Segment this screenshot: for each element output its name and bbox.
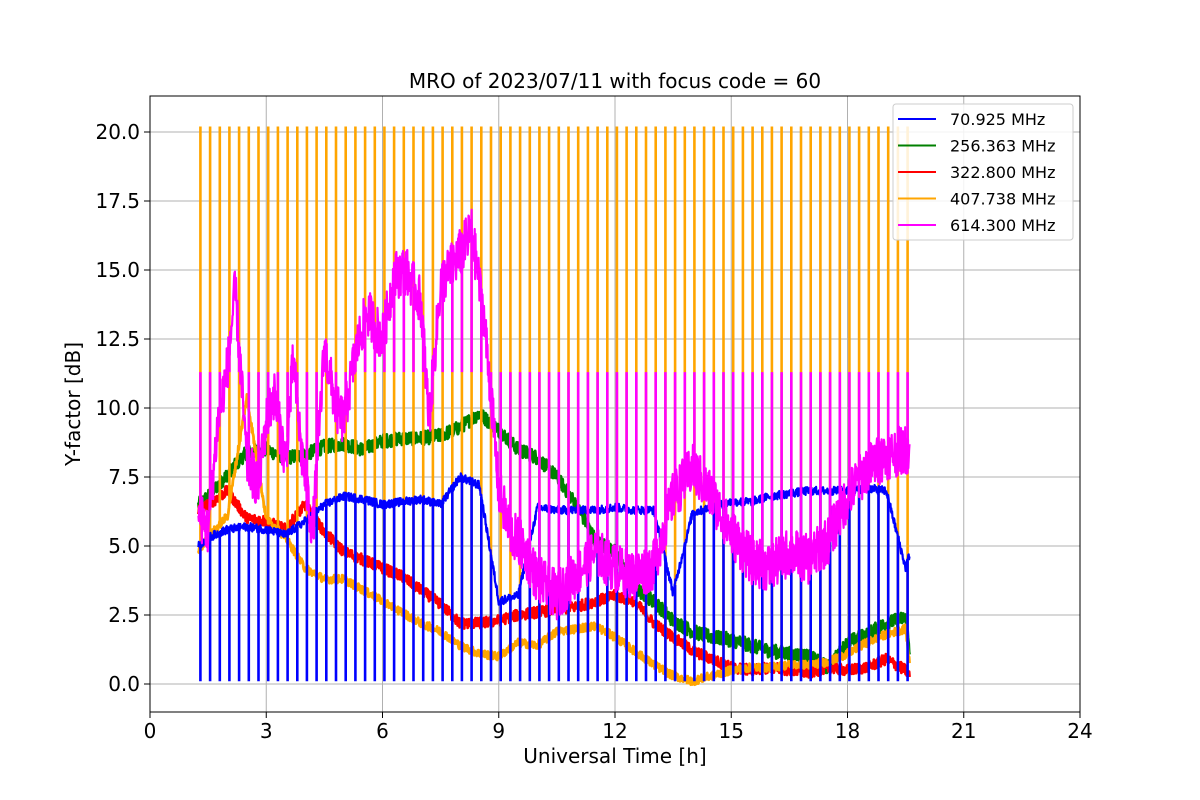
x-tick-label: 3 <box>260 719 273 743</box>
y-tick-label: 5.0 <box>108 534 140 558</box>
y-tick-label: 10.0 <box>95 396 140 420</box>
legend-label: 256.363 MHz <box>950 137 1055 156</box>
legend: 70.925 MHz 256.363 MHz 322.800 MHz 407.738 … <box>892 103 1074 241</box>
legend-label: 70.925 MHz <box>950 110 1045 129</box>
y-tick-label: 7.5 <box>108 465 140 489</box>
legend-box <box>892 103 1074 241</box>
y-tick-label: 15.0 <box>95 258 140 282</box>
y-tick-label: 0.0 <box>108 672 140 696</box>
y-tick-label: 12.5 <box>95 327 140 351</box>
y-tick-label: 17.5 <box>95 189 140 213</box>
x-tick-label: 12 <box>602 719 627 743</box>
x-tick-label: 24 <box>1067 719 1092 743</box>
legend-label: 407.738 MHz <box>950 190 1055 209</box>
x-tick-label: 15 <box>719 719 744 743</box>
x-tick-label: 0 <box>144 719 157 743</box>
y-tick-label: 20.0 <box>95 120 140 144</box>
x-axis-label: Universal Time [h] <box>523 744 706 768</box>
legend-label: 614.300 MHz <box>950 216 1055 235</box>
axes: 0 3 6 9 12 15 18 21 24 0.0 2.5 5.0 7.5 10.0 12.5 15.0 17… <box>95 120 1092 743</box>
series-group <box>197 126 911 687</box>
y-tick-label: 2.5 <box>108 603 140 627</box>
y-axis-label: Y-factor [dB] <box>61 342 85 467</box>
chart-title: MRO of 2023/07/11 with focus code = 60 <box>409 69 821 93</box>
x-tick-label: 6 <box>376 719 389 743</box>
x-tick-label: 18 <box>835 719 860 743</box>
legend-label: 322.800 MHz <box>950 163 1055 182</box>
x-tick-label: 21 <box>951 719 976 743</box>
x-tick-label: 9 <box>492 719 505 743</box>
